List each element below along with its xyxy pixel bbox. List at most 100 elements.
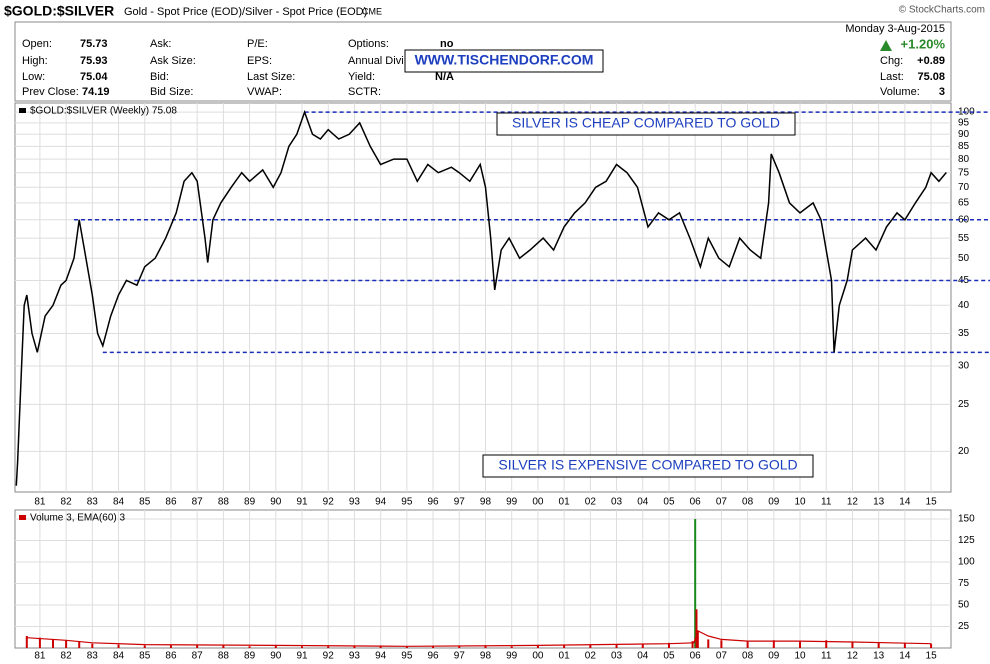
x-tick-label: 94	[375, 651, 387, 662]
x-tick-label: 96	[428, 497, 440, 508]
x-tick-label: 95	[401, 497, 413, 508]
x-tick-label: 88	[218, 651, 230, 662]
x-tick-label: 86	[165, 651, 177, 662]
volume-bar	[510, 646, 513, 648]
site: WWW.TISCHENDORF.COM	[415, 52, 594, 68]
y-tick-label: 75	[958, 578, 970, 589]
x-tick-label: 12	[847, 497, 859, 508]
y-tick-label: 65	[958, 198, 970, 209]
y-tick-label: 150	[958, 514, 975, 525]
y-tick-label: 85	[958, 141, 970, 152]
title: $GOLD:$SILVER	[4, 3, 114, 19]
x-tick-label: 09	[768, 497, 780, 508]
x-tick-label: 00	[532, 497, 544, 508]
field-label: SCTR:	[348, 86, 381, 98]
volume-bar	[38, 637, 41, 648]
y-tick-label: 25	[958, 399, 970, 410]
x-tick-label: 90	[270, 651, 282, 662]
y-tick-label: 20	[958, 446, 970, 457]
field-value: N/A	[435, 71, 454, 83]
annotation-box	[496, 112, 796, 136]
y-tick-label: 50	[958, 253, 970, 264]
plot-area	[14, 102, 952, 493]
field-label: Last:	[880, 71, 904, 83]
x-tick-label: 10	[794, 651, 806, 662]
volume-bar	[707, 639, 710, 648]
x-tick-label: 13	[873, 497, 885, 508]
x-tick-label: 11	[821, 651, 832, 662]
x-tick-label: 97	[454, 651, 466, 662]
exchange: CME	[362, 6, 382, 16]
volume-bar	[615, 644, 618, 648]
plot-area	[14, 509, 952, 649]
volume-bar	[458, 646, 461, 648]
x-tick-label: 89	[244, 497, 256, 508]
field-label: Ask:	[150, 38, 171, 50]
field-label: Bid Size:	[150, 86, 193, 98]
volume-bar	[720, 640, 723, 648]
ema-line	[26, 629, 932, 647]
x-tick-label: 92	[323, 497, 335, 508]
x-tick-label: 11	[821, 497, 832, 508]
volume-bar	[851, 641, 854, 648]
watermark: © StockCharts.com	[899, 5, 985, 16]
x-tick-label: 83	[87, 651, 99, 662]
x-tick-label: 84	[113, 651, 125, 662]
volume-bar	[78, 641, 81, 648]
volume-bar	[117, 644, 120, 648]
volume-bar	[91, 643, 94, 648]
y-tick-label: 25	[958, 621, 970, 632]
x-tick-label: 91	[296, 497, 308, 508]
field-label: High:	[22, 55, 48, 67]
subtitle: Gold - Spot Price (EOD)/Silver - Spot Pr…	[124, 6, 367, 18]
x-tick-label: 95	[401, 651, 413, 662]
field-value: 75.04	[80, 71, 108, 83]
volume-bar	[691, 641, 694, 648]
field-label: Chg:	[880, 55, 903, 67]
y-tick-label: 125	[958, 535, 975, 546]
x-tick-label: 03	[611, 651, 623, 662]
change-pct: +1.20%	[901, 36, 946, 51]
field-value: 74.19	[82, 86, 110, 98]
x-tick-label: 85	[139, 651, 151, 662]
volume-bar	[432, 646, 435, 648]
x-tick-label: 07	[716, 497, 728, 508]
field-label: Open:	[22, 38, 52, 50]
x-tick-label: 05	[663, 651, 675, 662]
x-tick-label: 83	[87, 497, 99, 508]
legend: Volume 3, EMA(60) 3	[30, 513, 125, 524]
volume-bar	[563, 645, 566, 648]
x-tick-label: 86	[165, 497, 177, 508]
annotation-box	[482, 454, 814, 478]
x-tick-label: 04	[637, 651, 649, 662]
volume-bar	[930, 643, 933, 648]
field-label: Yield:	[348, 71, 375, 83]
x-tick-label: 99	[506, 651, 518, 662]
x-tick-label: 90	[270, 497, 282, 508]
x-tick-label: 87	[192, 651, 204, 662]
volume-bar	[696, 630, 699, 648]
field-label: Low:	[22, 71, 45, 83]
field-value: no	[440, 38, 454, 50]
price-line	[15, 109, 947, 486]
volume-bar	[746, 641, 749, 648]
volume-bar	[301, 646, 304, 648]
x-tick-label: 08	[742, 651, 754, 662]
x-tick-label: 15	[926, 497, 938, 508]
annotation: SILVER IS CHEAP COMPARED TO GOLD	[512, 115, 780, 131]
x-tick-label: 06	[690, 651, 702, 662]
date: Monday 3-Aug-2015	[845, 23, 945, 35]
x-tick-label: 92	[323, 651, 335, 662]
x-tick-label: 05	[663, 497, 675, 508]
volume-bar	[484, 645, 487, 648]
volume-bar	[667, 642, 670, 648]
x-tick-label: 06	[690, 497, 702, 508]
x-tick-label: 82	[61, 651, 73, 662]
x-tick-label: 02	[585, 497, 597, 508]
x-tick-label: 09	[768, 651, 780, 662]
field-label: Last Size:	[247, 71, 295, 83]
field-label: P/E:	[247, 38, 268, 50]
x-tick-label: 82	[61, 497, 73, 508]
annotation: SILVER IS EXPENSIVE COMPARED TO GOLD	[498, 457, 797, 473]
field-label: VWAP:	[247, 86, 282, 98]
